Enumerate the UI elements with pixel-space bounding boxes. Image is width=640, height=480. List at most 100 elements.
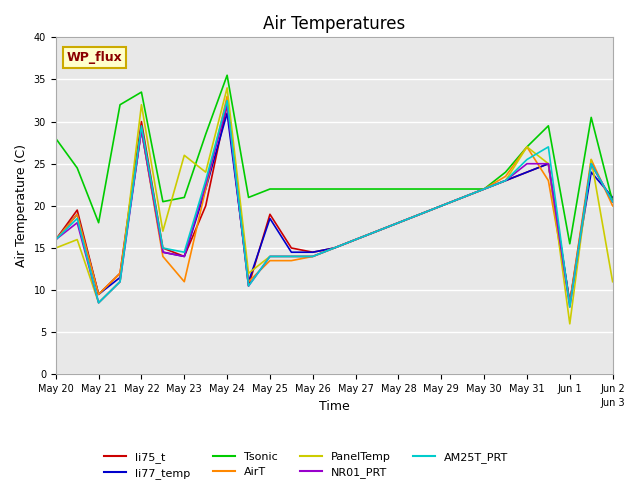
AirT [138,127,145,133]
PanelTemp [480,186,488,192]
Tsonic [159,199,166,204]
li75_t [180,253,188,259]
li75_t [244,283,252,289]
PanelTemp [609,279,616,285]
li75_t [416,211,424,217]
NR01_PRT [202,182,209,188]
li77_temp [523,169,531,175]
AM25T_PRT [545,144,552,150]
NR01_PRT [159,249,166,255]
li77_temp [95,291,102,297]
li75_t [395,220,403,226]
li77_temp [287,249,295,255]
li77_temp [395,220,403,226]
NR01_PRT [416,211,424,217]
PanelTemp [244,270,252,276]
AM25T_PRT [95,300,102,306]
AM25T_PRT [523,156,531,162]
AirT [266,258,274,264]
Tsonic [609,199,616,204]
li77_temp [609,194,616,200]
li77_temp [545,161,552,167]
Text: Jun 3: Jun 3 [600,398,625,408]
AirT [287,258,295,264]
li77_temp [438,203,445,209]
PanelTemp [330,245,338,251]
li77_temp [502,178,509,183]
li77_temp [52,237,60,242]
li77_temp [74,211,81,217]
NR01_PRT [287,253,295,259]
AM25T_PRT [309,253,317,259]
AirT [609,203,616,209]
Line: AM25T_PRT: AM25T_PRT [56,100,612,307]
AirT [480,186,488,192]
li75_t [202,203,209,209]
li75_t [138,119,145,124]
AirT [74,211,81,217]
li75_t [523,169,531,175]
li75_t [95,291,102,297]
AirT [395,220,403,226]
NR01_PRT [95,300,102,306]
AM25T_PRT [74,216,81,221]
AM25T_PRT [566,304,573,310]
NR01_PRT [502,178,509,183]
AM25T_PRT [330,245,338,251]
li77_temp [180,253,188,259]
li77_temp [309,249,317,255]
Line: NR01_PRT: NR01_PRT [56,105,612,307]
AM25T_PRT [609,199,616,204]
AirT [159,253,166,259]
AirT [588,156,595,162]
li75_t [545,161,552,167]
li77_temp [223,110,231,116]
AM25T_PRT [502,178,509,183]
Tsonic [588,115,595,120]
AM25T_PRT [287,253,295,259]
AM25T_PRT [416,211,424,217]
AirT [223,94,231,99]
li77_temp [159,249,166,255]
NR01_PRT [330,245,338,251]
NR01_PRT [180,253,188,259]
AM25T_PRT [459,194,467,200]
AM25T_PRT [395,220,403,226]
Tsonic [545,123,552,129]
AirT [545,178,552,183]
AirT [352,237,360,242]
PanelTemp [502,178,509,183]
AM25T_PRT [244,283,252,289]
NR01_PRT [266,253,274,259]
AM25T_PRT [116,279,124,285]
Line: Tsonic: Tsonic [56,75,612,244]
PanelTemp [588,156,595,162]
Tsonic [480,186,488,192]
AM25T_PRT [352,237,360,242]
Y-axis label: Air Temperature (C): Air Temperature (C) [15,144,28,267]
PanelTemp [287,253,295,259]
Tsonic [180,194,188,200]
AirT [180,279,188,285]
li75_t [223,102,231,108]
PanelTemp [395,220,403,226]
PanelTemp [459,194,467,200]
Tsonic [373,186,381,192]
Tsonic [416,186,424,192]
AirT [330,245,338,251]
PanelTemp [545,161,552,167]
PanelTemp [309,253,317,259]
PanelTemp [116,279,124,285]
NR01_PRT [588,161,595,167]
li75_t [588,161,595,167]
AirT [244,279,252,285]
NR01_PRT [244,283,252,289]
PanelTemp [52,245,60,251]
AM25T_PRT [159,245,166,251]
Tsonic [223,72,231,78]
Tsonic [202,132,209,137]
li75_t [502,178,509,183]
Text: WP_flux: WP_flux [67,51,123,64]
AirT [95,291,102,297]
Tsonic [74,165,81,171]
